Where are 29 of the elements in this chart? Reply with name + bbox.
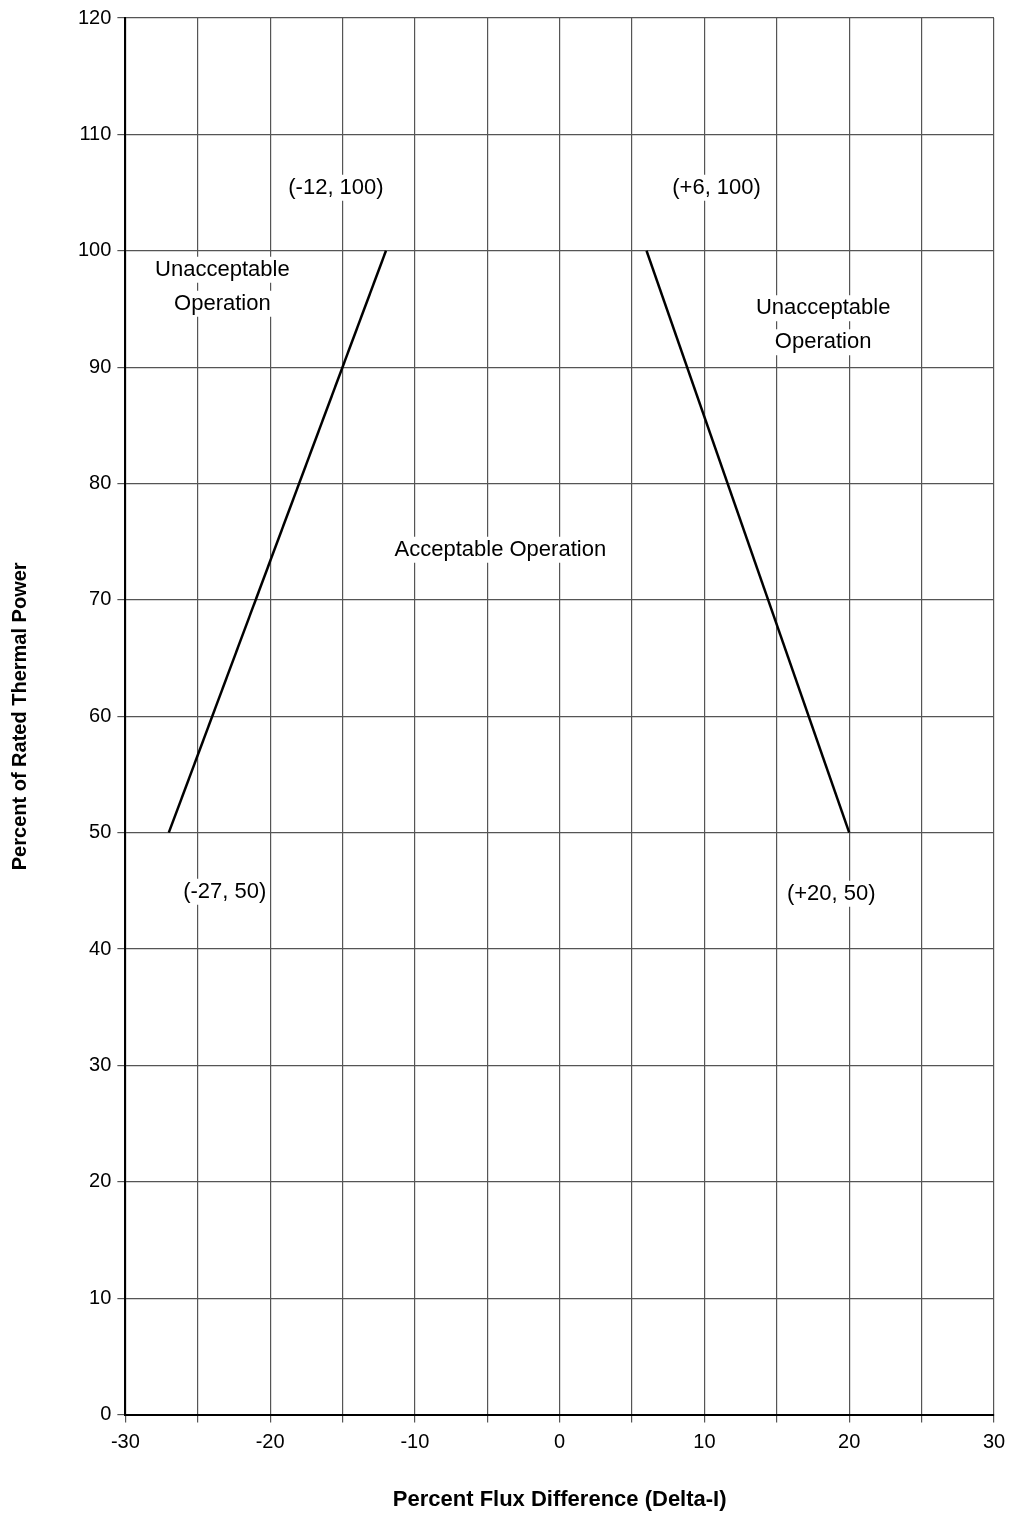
annotation: (+20, 50) (786, 879, 876, 905)
annotation: (+6, 100) (672, 173, 761, 199)
y-tick-label: 40 (89, 936, 112, 959)
x-tick-label: 30 (982, 1430, 1006, 1453)
y-tick-label: 110 (79, 121, 112, 144)
x-tick-label: -30 (110, 1430, 140, 1453)
y-tick-label: 70 (89, 587, 112, 610)
annotation: (-12, 100) (288, 173, 384, 199)
y-tick-label: 80 (89, 471, 112, 494)
y-tick-label: 0 (100, 1402, 112, 1425)
annotation: Unacceptable Operation (755, 294, 891, 354)
annotation: (-27, 50) (183, 877, 267, 903)
x-tick-label: 10 (693, 1430, 716, 1453)
x-tick-label: 0 (554, 1430, 566, 1453)
y-tick-label: 50 (89, 820, 112, 843)
y-tick-label: 10 (89, 1285, 112, 1308)
y-tick-label: 30 (89, 1052, 112, 1075)
x-tick-label: -10 (400, 1430, 430, 1453)
y-tick-label: 120 (77, 5, 112, 28)
annotation: Acceptable Operation (394, 535, 607, 561)
x-tick-label: -20 (255, 1430, 285, 1453)
y-axis-title: Percent of Rated Thermal Power (7, 562, 30, 871)
annotation: Unacceptable Operation (155, 255, 290, 315)
y-tick-label: 60 (89, 703, 112, 726)
y-tick-label: 100 (77, 238, 112, 261)
y-tick-label: 90 (89, 354, 112, 377)
x-tick-label: 20 (838, 1430, 861, 1453)
x-axis-title: Percent Flux Difference (Delta-I) (392, 1485, 727, 1511)
y-tick-label: 20 (89, 1169, 112, 1192)
